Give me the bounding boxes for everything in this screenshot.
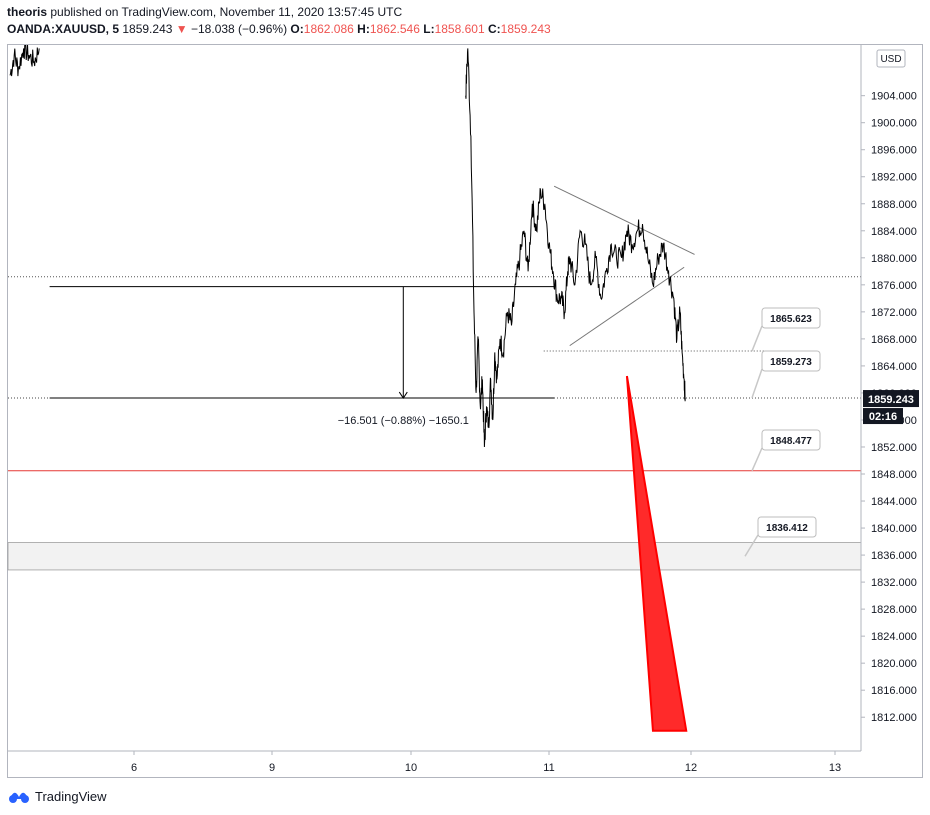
y-tick-label: 1872.000 bbox=[871, 307, 917, 319]
current-price-badge bbox=[863, 390, 919, 408]
y-tick-label: 1848.000 bbox=[871, 469, 917, 481]
y-tick-label: 1840.000 bbox=[871, 523, 917, 535]
open-value: 1862.086 bbox=[303, 22, 354, 36]
y-tick-label: 1816.000 bbox=[871, 685, 917, 697]
high-value: 1862.546 bbox=[369, 22, 420, 36]
callout-1859-box bbox=[761, 350, 821, 372]
close-value: 1859.243 bbox=[500, 22, 551, 36]
y-tick-label: 1812.000 bbox=[871, 712, 917, 724]
bearish-arrow-shape bbox=[625, 375, 688, 732]
triangle-lower-trendline bbox=[569, 266, 685, 347]
callout-1865-text: 1865.623 bbox=[770, 314, 812, 325]
y-tick-label: 1836.000 bbox=[871, 550, 917, 562]
callout-1865-box bbox=[761, 307, 821, 329]
low-label: L: bbox=[423, 22, 435, 36]
y-tick-label: 1896.000 bbox=[871, 145, 917, 157]
x-tick-label: 9 bbox=[269, 762, 275, 774]
measure-arrowhead-icon bbox=[398, 391, 408, 399]
callout-1859-pointer bbox=[751, 368, 763, 399]
tradingview-logo-icon bbox=[9, 792, 29, 803]
publish-info: theoris published on TradingView.com, No… bbox=[7, 5, 402, 19]
callout-1848-box bbox=[761, 429, 821, 451]
callout-1865-pointer bbox=[751, 325, 763, 352]
x-tick-label: 13 bbox=[829, 762, 841, 774]
price-line bbox=[465, 48, 686, 448]
y-tick-label: 1864.000 bbox=[871, 361, 917, 373]
last-price: 1859.243 bbox=[122, 22, 173, 36]
footer: TradingView bbox=[8, 788, 107, 804]
current-price-label: 1859.243 bbox=[868, 394, 914, 406]
y-tick-label: 1844.000 bbox=[871, 496, 917, 508]
triangle-upper-trendline bbox=[553, 185, 695, 255]
y-tick-label: 1892.000 bbox=[871, 172, 917, 184]
callout-1836-pointer bbox=[744, 534, 759, 557]
symbol-name: OANDA:XAUUSD, 5 bbox=[7, 22, 120, 36]
callout-1859-text: 1859.273 bbox=[770, 357, 812, 368]
change-arrow-icon: ▼ bbox=[175, 22, 188, 36]
measure-label: −16.501 (−0.88%) −1650.1 bbox=[338, 415, 469, 427]
currency-badge bbox=[876, 49, 906, 68]
symbol-info: OANDA:XAUUSD, 5 1859.243 ▼ −18.038 (−0.9… bbox=[7, 22, 551, 36]
y-tick-label: 1832.000 bbox=[871, 577, 917, 589]
author-name: theoris bbox=[7, 5, 48, 19]
chart-frame bbox=[7, 44, 923, 778]
y-tick-label: 1904.000 bbox=[871, 91, 917, 103]
callout-1848-pointer bbox=[751, 447, 763, 472]
countdown-badge bbox=[863, 408, 903, 425]
y-tick-label: 1880.000 bbox=[871, 253, 917, 265]
x-tick-label: 11 bbox=[543, 762, 554, 774]
x-tick-label: 10 bbox=[405, 762, 417, 774]
y-tick-label: 1868.000 bbox=[871, 334, 917, 346]
currency-badge-text: USD bbox=[880, 54, 901, 65]
callout-1848-text: 1848.477 bbox=[770, 436, 812, 447]
callout-1836-box bbox=[757, 516, 817, 538]
countdown-label: 02:16 bbox=[869, 411, 897, 423]
published-text: published on TradingView.com, November 1… bbox=[50, 5, 403, 19]
y-tick-label: 1900.000 bbox=[871, 118, 917, 130]
footer-brand[interactable]: TradingView bbox=[35, 788, 107, 804]
y-tick-label: 1828.000 bbox=[871, 604, 917, 616]
callout-1836-text: 1836.412 bbox=[766, 523, 808, 534]
close-label: C: bbox=[487, 22, 501, 36]
open-label: O: bbox=[290, 22, 304, 36]
x-tick-label: 6 bbox=[131, 762, 137, 774]
y-tick-label: 1852.000 bbox=[871, 442, 917, 454]
y-tick-label: 1888.000 bbox=[871, 199, 917, 211]
low-value: 1858.601 bbox=[434, 22, 485, 36]
y-tick-label: 1884.000 bbox=[871, 226, 917, 238]
price-change: −18.038 (−0.96%) bbox=[191, 22, 288, 36]
resistance-zone bbox=[7, 542, 862, 571]
high-label: H: bbox=[357, 22, 370, 36]
y-tick-label: 1876.000 bbox=[871, 280, 917, 292]
price-line-early bbox=[9, 45, 40, 77]
x-tick-label: 12 bbox=[685, 762, 697, 774]
y-tick-label: 1824.000 bbox=[871, 631, 917, 643]
y-tick-label: 1820.000 bbox=[871, 658, 917, 670]
